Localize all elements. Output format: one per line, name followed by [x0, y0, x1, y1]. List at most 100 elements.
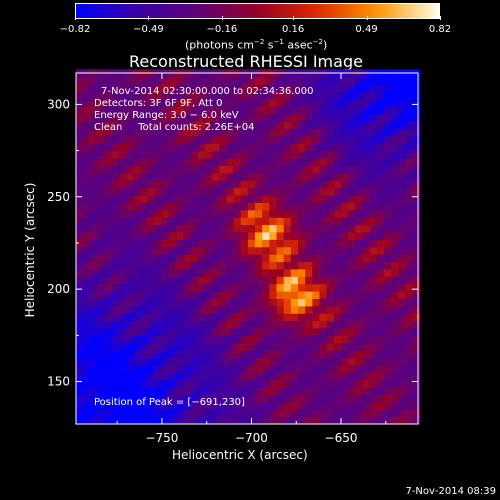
heatmap-cell	[412, 135, 421, 144]
heatmap-cell	[233, 157, 242, 166]
heatmap-cell	[269, 187, 278, 196]
heatmap-cell	[133, 84, 142, 93]
heatmap-cell	[154, 387, 163, 396]
heatmap-cell	[355, 202, 364, 211]
heatmap-cell	[262, 217, 270, 226]
heatmap-cell	[169, 335, 177, 344]
heatmap-cell	[298, 379, 306, 388]
heatmap-cell	[247, 202, 256, 211]
heatmap-cell	[405, 180, 414, 189]
heatmap-cell	[90, 313, 99, 322]
heatmap-cell	[154, 327, 163, 336]
heatmap-cell	[111, 165, 120, 174]
heatmap-cell	[97, 157, 106, 166]
heatmap-cell	[97, 327, 106, 336]
heatmap-cell	[197, 290, 206, 299]
heatmap-cell	[111, 239, 120, 248]
heatmap-cell	[76, 231, 84, 240]
heatmap-cell	[405, 335, 414, 344]
heatmap-cell	[190, 327, 199, 336]
heatmap-cell	[290, 106, 299, 115]
heatmap-cell	[90, 172, 99, 181]
heatmap-cell	[233, 298, 242, 307]
heatmap-cell	[140, 261, 149, 270]
heatmap-cell	[176, 76, 185, 85]
heatmap-cell	[212, 239, 220, 248]
heatmap-cell	[326, 106, 335, 115]
heatmap-cell	[405, 342, 414, 351]
heatmap-cell	[233, 165, 242, 174]
heatmap-cell	[247, 84, 256, 93]
heatmap-cell	[176, 394, 185, 403]
heatmap-cell	[247, 91, 256, 100]
heatmap-cell	[240, 98, 249, 107]
heatmap-cell	[391, 98, 399, 107]
heatmap-cell	[240, 357, 249, 366]
heatmap-cell	[126, 276, 134, 285]
heatmap-cell	[319, 150, 328, 159]
heatmap-cell	[383, 350, 392, 359]
heatmap-cell	[262, 320, 270, 329]
heatmap-cell	[391, 335, 399, 344]
heatmap-cell	[383, 150, 392, 159]
heatmap-cell	[83, 128, 91, 137]
heatmap-cell	[111, 394, 120, 403]
heatmap-cell	[305, 187, 313, 196]
heatmap-cell	[283, 342, 292, 351]
heatmap-cell	[190, 209, 199, 218]
heatmap-cell	[333, 357, 342, 366]
heatmap-cell	[247, 157, 256, 166]
heatmap-cell	[333, 239, 342, 248]
heatmap-cell	[341, 194, 349, 203]
heatmap-cell	[204, 187, 213, 196]
heatmap-cell	[104, 246, 113, 255]
colorbar-tick	[148, 16, 150, 20]
heatmap-cell	[262, 379, 270, 388]
heatmap-cell	[104, 268, 113, 277]
heatmap-cell	[333, 128, 342, 137]
heatmap-cell	[126, 165, 134, 174]
heatmap-cell	[212, 135, 220, 144]
heatmap-cell	[255, 143, 263, 152]
heatmap-cell	[247, 320, 256, 329]
heatmap-cell	[83, 416, 91, 425]
heatmap-cell	[355, 121, 364, 130]
heatmap-cell	[305, 261, 313, 270]
heatmap-cell	[118, 180, 127, 189]
heatmap-cell	[176, 372, 185, 381]
heatmap-cell	[262, 327, 270, 336]
heatmap-cell	[226, 327, 235, 336]
heatmap-cell	[212, 172, 220, 181]
heatmap-cell	[376, 394, 385, 403]
heatmap-cell	[219, 106, 228, 115]
heatmap-cell	[226, 342, 235, 351]
heatmap-cell	[183, 91, 192, 100]
heatmap-cell	[219, 409, 228, 418]
heatmap-cell	[262, 276, 270, 285]
heatmap-cell	[233, 91, 242, 100]
heatmap-cell	[376, 276, 385, 285]
heatmap-cell	[90, 217, 99, 226]
heatmap-cell	[118, 239, 127, 248]
heatmap-cell	[319, 379, 328, 388]
heatmap-cell	[90, 409, 99, 418]
heatmap-cell	[247, 409, 256, 418]
heatmap-cell	[405, 128, 414, 137]
heatmap-cell	[83, 172, 91, 181]
heatmap-cell	[154, 143, 163, 152]
heatmap-cell	[212, 202, 220, 211]
heatmap-cell	[405, 106, 414, 115]
heatmap-cell	[97, 401, 106, 410]
heatmap-cell	[383, 298, 392, 307]
heatmap-cell	[176, 157, 185, 166]
heatmap-cell	[240, 246, 249, 255]
heatmap-cell	[369, 387, 378, 396]
heatmap-cell	[398, 143, 407, 152]
heatmap-cell	[312, 157, 321, 166]
heatmap-cell	[240, 276, 249, 285]
heatmap-cell	[333, 276, 342, 285]
heatmap-cell	[133, 128, 142, 137]
heatmap-cell	[383, 372, 392, 381]
heatmap-cell	[111, 372, 120, 381]
heatmap-cell	[376, 106, 385, 115]
